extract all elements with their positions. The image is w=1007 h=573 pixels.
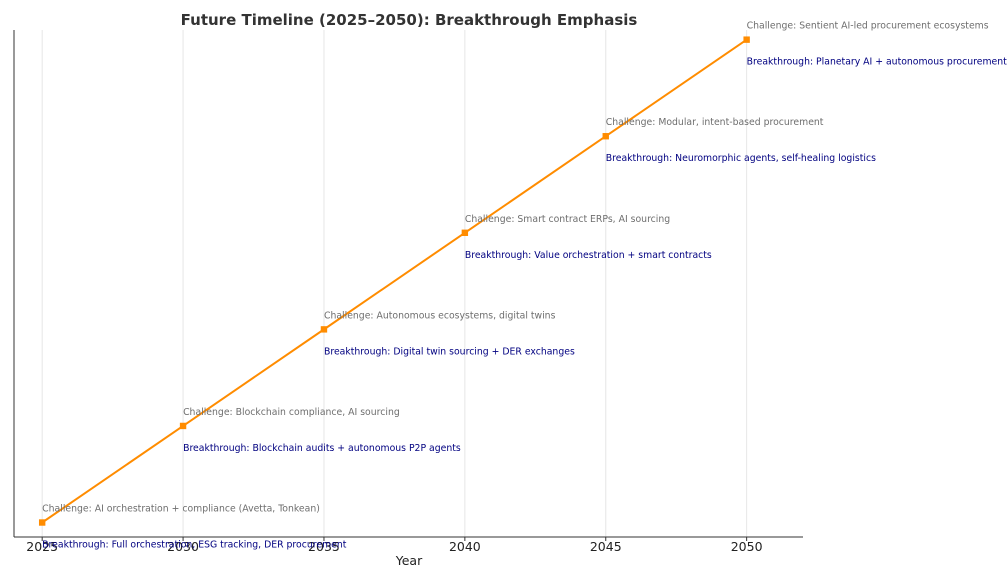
data-point-marker xyxy=(38,519,46,526)
x-axis-label: Year xyxy=(395,553,423,568)
x-tick-label: 2050 xyxy=(731,539,763,554)
data-point-marker xyxy=(461,229,469,236)
data-point-marker xyxy=(320,326,328,333)
challenge-annotation: Challenge: Sentient AI-led procurement e… xyxy=(747,21,989,32)
breakthrough-annotation: Breakthrough: Value orchestration + smar… xyxy=(465,250,712,261)
annotations-layer: Challenge: AI orchestration + compliance… xyxy=(42,21,1007,551)
data-point-marker xyxy=(602,133,609,140)
breakthrough-annotation: Breakthrough: Blockchain audits + autono… xyxy=(183,443,461,454)
breakthrough-annotation: Breakthrough: Neuromorphic agents, self-… xyxy=(606,153,876,164)
x-tick-label: 2030 xyxy=(167,539,199,554)
x-tick-label: 2035 xyxy=(308,539,340,554)
challenge-annotation: Challenge: Blockchain compliance, AI sou… xyxy=(183,407,400,418)
data-point-marker xyxy=(179,422,187,430)
challenge-annotation: Challenge: Autonomous ecosystems, digita… xyxy=(324,310,556,321)
x-tick-label: 2040 xyxy=(449,539,481,554)
breakthrough-annotation: Breakthrough: Digital twin sourcing + DE… xyxy=(324,346,575,357)
chart-title: Future Timeline (2025–2050): Breakthroug… xyxy=(181,11,638,29)
x-tick-label: 2045 xyxy=(590,539,622,554)
breakthrough-annotation: Breakthrough: Full orchestration, ESG tr… xyxy=(42,540,347,551)
grid-lines xyxy=(41,30,748,537)
challenge-annotation: Challenge: AI orchestration + compliance… xyxy=(42,504,320,515)
data-point-marker xyxy=(743,36,750,43)
challenge-annotation: Challenge: Smart contract ERPs, AI sourc… xyxy=(465,214,670,225)
challenge-annotation: Challenge: Modular, intent-based procure… xyxy=(606,117,824,128)
series-line xyxy=(41,38,748,524)
series-layer xyxy=(38,36,750,526)
breakthrough-annotation: Breakthrough: Planetary AI + autonomous … xyxy=(747,57,1007,68)
x-tick-label: 2025 xyxy=(26,539,58,554)
x-axis-ticks: 2025 2030 2035 2040 2045 2050 xyxy=(26,537,763,554)
